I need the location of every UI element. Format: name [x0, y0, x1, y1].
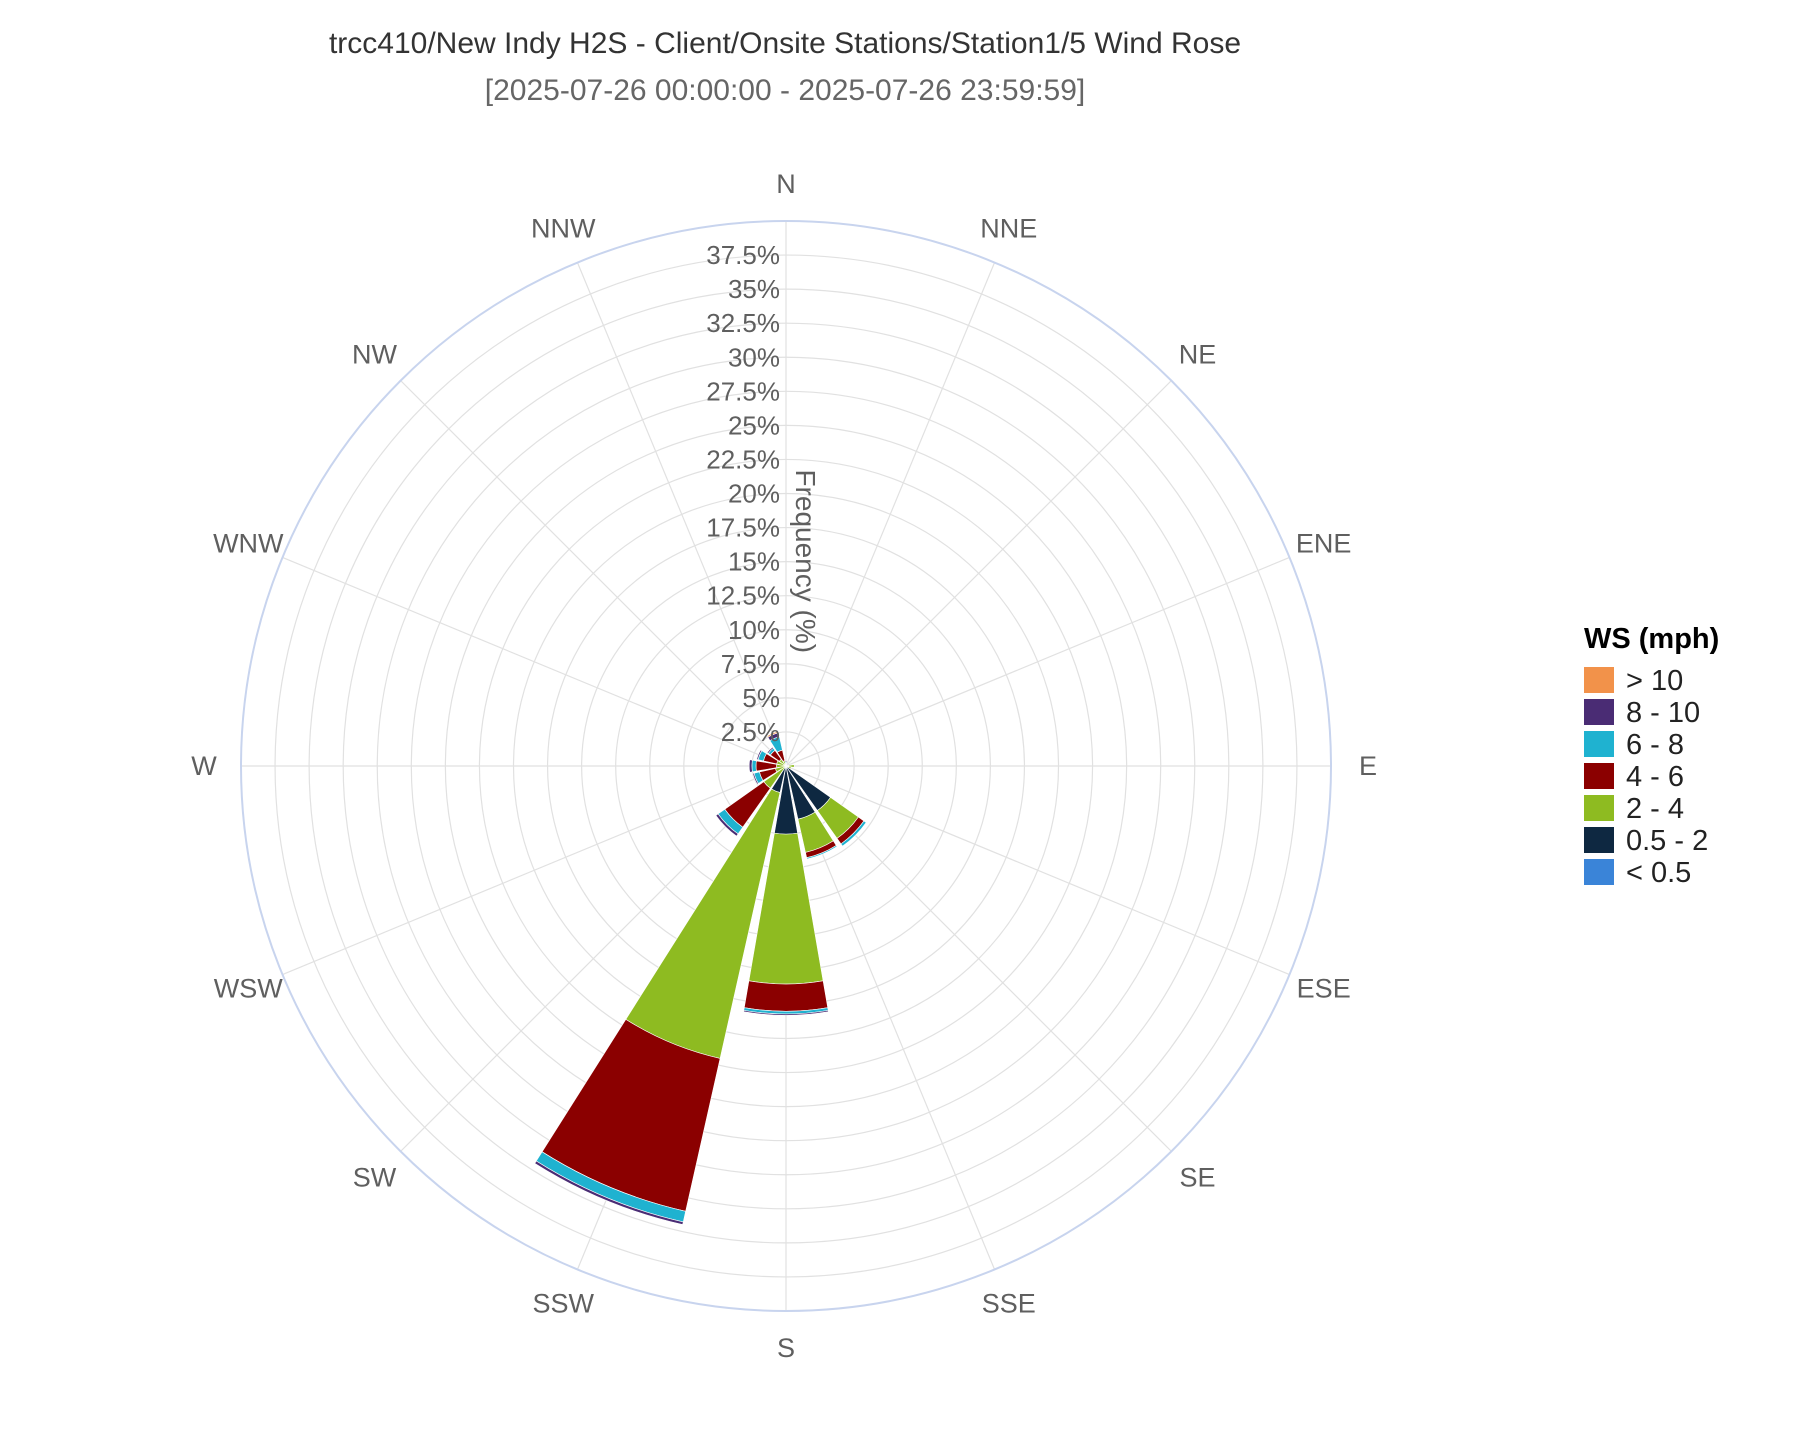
grid-spoke: [400, 765, 787, 1152]
direction-label-nne: NNE: [980, 213, 1037, 243]
bar-s-segment: [743, 980, 829, 1012]
bar-nnw-segment: [766, 731, 779, 738]
bar-nw-segment: [766, 746, 774, 754]
bar-w-segment: [751, 759, 757, 773]
grid-spoke: [576, 262, 787, 767]
direction-labels: N NNE NE ENE E ESE SE SSE S SSW SW WSW W WNW NW NNW: [191, 169, 1377, 1363]
radial-tick-label: 17.5%: [706, 513, 780, 543]
legend-label: > 10: [1626, 665, 1683, 697]
radial-tick-label: 35%: [728, 274, 780, 304]
radial-tick-labels: 2.5% 5% 7.5% 10% 12.5% 15% 17.5% 20% 22.5% 25% 27.…: [706, 240, 780, 747]
bar-sw-segment: [715, 813, 739, 837]
bar-se-segment: [840, 820, 867, 847]
legend: WS (mph) > 108 - 106 - 84 - 62 - 40.5 - …: [1584, 623, 1719, 889]
bar-wnw-segment: [756, 749, 763, 761]
legend-label: 8 - 10: [1626, 697, 1700, 729]
bar-wsw-segment: [752, 772, 759, 785]
bar-s-segment: [743, 1010, 829, 1016]
grid-spoke: [785, 765, 1290, 976]
radial-tick-label: 12.5%: [706, 581, 780, 611]
radial-tick-label: 7.5%: [721, 649, 780, 679]
direction-label-e: E: [1359, 751, 1377, 781]
legend-swatch: [1584, 859, 1614, 885]
radial-tick-label: 22.5%: [706, 444, 780, 474]
direction-label-wsw: WSW: [214, 974, 283, 1004]
direction-label-w: W: [191, 751, 217, 781]
radial-tick-label: 5%: [742, 683, 780, 713]
legend-swatch: [1584, 699, 1614, 725]
radial-tick-label: 20%: [728, 479, 780, 509]
radial-tick-label: 37.5%: [706, 240, 780, 270]
grid-spoke: [282, 556, 787, 767]
radial-tick-label: 27.5%: [706, 376, 780, 406]
direction-label-nw: NW: [352, 339, 397, 369]
direction-label-se: SE: [1180, 1163, 1216, 1193]
direction-label-ese: ESE: [1297, 974, 1351, 1004]
bar-ssw-segment: [625, 788, 781, 1059]
bar-w-segment: [748, 759, 753, 773]
outer-ring: [240, 220, 1332, 1312]
radial-tick-label: 10%: [728, 615, 780, 645]
direction-label-sse: SSE: [982, 1289, 1036, 1319]
legend-swatch: [1584, 827, 1614, 853]
legend-label: 6 - 8: [1626, 729, 1684, 761]
radial-tick-label: 25%: [728, 410, 780, 440]
grid-spoke: [785, 380, 1172, 767]
legend-swatch: [1584, 731, 1614, 757]
legend-label: 0.5 - 2: [1626, 825, 1708, 857]
direction-label-wnw: WNW: [213, 528, 284, 558]
direction-label-n: N: [776, 169, 796, 199]
direction-label-sw: SW: [353, 1163, 397, 1193]
legend-label: < 0.5: [1626, 857, 1691, 889]
legend-swatch: [1584, 763, 1614, 789]
bar-ssw-segment: [534, 1160, 684, 1225]
chart-subtitle: [2025-07-26 00:00:00 - 2025-07-26 23:59:…: [485, 74, 1085, 107]
grid-spoke: [282, 765, 787, 976]
grid-spoke: [400, 380, 787, 767]
radial-tick-label: 32.5%: [706, 308, 780, 338]
direction-label-ene: ENE: [1296, 528, 1352, 558]
direction-label-s: S: [777, 1333, 795, 1363]
radial-tick-label: 2.5%: [721, 717, 780, 747]
radial-tick-label: 30%: [728, 342, 780, 372]
direction-label-ssw: SSW: [533, 1289, 595, 1319]
radial-tick-label: 15%: [728, 547, 780, 577]
legend-title: WS (mph): [1584, 623, 1719, 655]
grid-spoke: [785, 556, 1290, 767]
legend-label: 4 - 6: [1626, 761, 1684, 793]
legend-swatch: [1584, 667, 1614, 693]
legend-swatch: [1584, 795, 1614, 821]
direction-label-ne: NE: [1179, 339, 1217, 369]
direction-label-nnw: NNW: [531, 213, 596, 243]
radial-axis-title: Frequency (%): [790, 469, 821, 653]
chart-title: trcc410/New Indy H2S - Client/Onsite Sta…: [329, 27, 1241, 60]
grid-spoke: [785, 262, 996, 767]
bar-n-segment: [784, 760, 788, 763]
bar-sse-segment: [806, 845, 838, 860]
legend-label: 2 - 4: [1626, 793, 1684, 825]
wind-rose-bars: [534, 731, 867, 1225]
